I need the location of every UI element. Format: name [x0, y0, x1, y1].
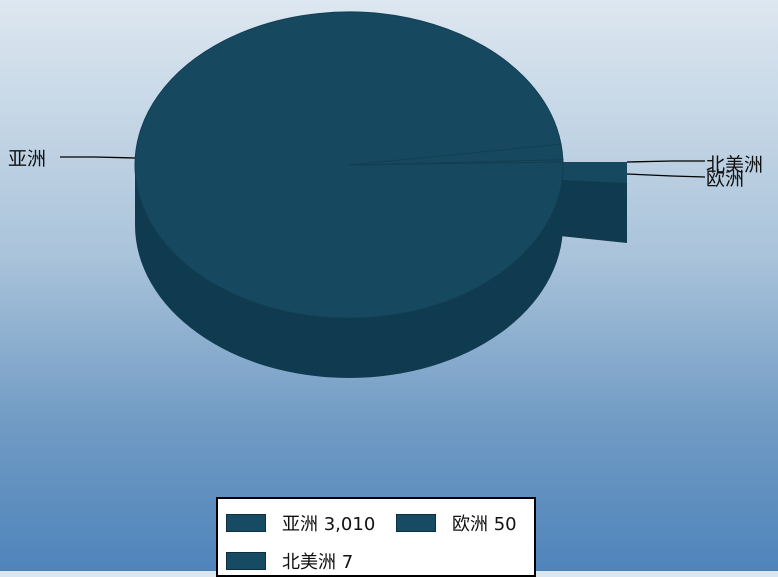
- legend-item-asia: 亚洲 3,010: [226, 509, 375, 537]
- pie-exploded-top: [560, 162, 627, 183]
- legend-item-north-america: 北美洲 7: [226, 547, 353, 575]
- legend-label: 北美洲 7: [282, 552, 354, 573]
- legend-swatch: [396, 514, 436, 532]
- legend-label: 欧洲 50: [452, 514, 517, 535]
- pie-slice: [348, 159, 564, 166]
- chart-legend: 亚洲 3,010 欧洲 50 北美洲 7: [216, 497, 536, 577]
- callout-label: 亚洲: [8, 148, 46, 170]
- callout-leader-line: [60, 156, 136, 159]
- legend-label: 亚洲 3,010: [282, 514, 376, 535]
- callout-leader-line: [626, 173, 706, 178]
- legend-swatch: [226, 514, 266, 532]
- legend-item-europe: 欧洲 50: [396, 509, 517, 537]
- callout-leader-line: [626, 160, 705, 163]
- callout-label: 北美洲: [706, 154, 763, 176]
- legend-swatch: [226, 552, 266, 570]
- callout-label: 欧洲: [706, 168, 744, 190]
